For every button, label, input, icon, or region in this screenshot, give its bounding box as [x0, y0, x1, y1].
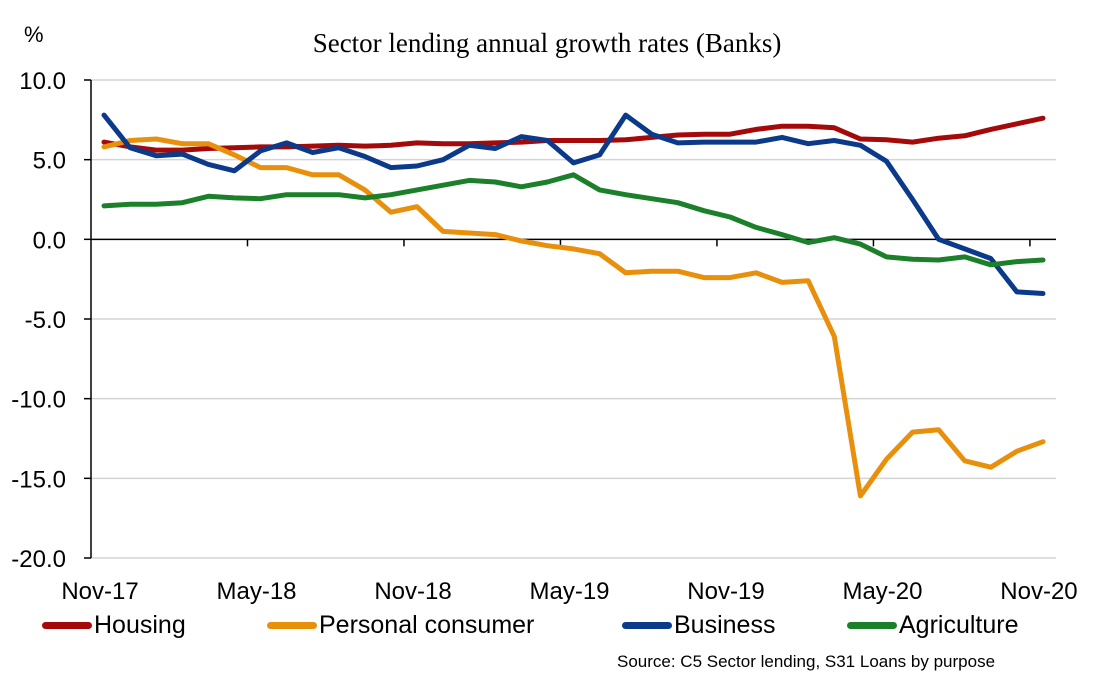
legend-label-agriculture: Agriculture [899, 611, 1019, 639]
legend-item-agriculture[interactable]: Agriculture [847, 608, 1019, 642]
legend: Housing Personal consumer Business Agric… [0, 608, 1102, 642]
chart-title: Sector lending annual growth rates (Bank… [313, 28, 782, 58]
legend-label-business: Business [674, 611, 776, 639]
gridlines [91, 79, 1056, 559]
x-tick-label: May-18 [217, 578, 297, 605]
y-axis: 10.0 5.0 0.0 -5.0 -10.0 -15.0 -20.0 [11, 68, 92, 573]
x-tick-label: May-20 [842, 578, 922, 605]
source-note: Source: C5 Sector lending, S31 Loans by … [617, 652, 996, 671]
series-line-business [101, 112, 1046, 296]
legend-label-personal-consumer: Personal consumer [319, 611, 535, 639]
y-tick-label: 0.0 [33, 227, 66, 254]
legend-swatch-personal-consumer [267, 621, 317, 629]
y-axis-unit-label: % [24, 22, 44, 47]
y-tick-label: -15.0 [11, 466, 66, 493]
legend-item-housing[interactable]: Housing [42, 608, 186, 642]
x-tick-label: Nov-17 [61, 578, 138, 605]
y-tick-label: -20.0 [11, 546, 66, 573]
legend-swatch-business [622, 621, 672, 629]
legend-swatch-housing [42, 621, 92, 629]
x-axis-labels: Nov-17 May-18 Nov-18 May-19 Nov-19 May-20 Nov-… [61, 578, 1077, 605]
legend-label-housing: Housing [94, 611, 186, 639]
y-tick-label: 10.0 [19, 68, 66, 95]
x-tick-label: May-19 [529, 578, 609, 605]
legend-item-business[interactable]: Business [622, 608, 775, 642]
y-tick-label: -5.0 [25, 307, 66, 334]
y-tick-label: 5.0 [33, 148, 66, 175]
series-line-housing [101, 115, 1046, 153]
x-tick-label: Nov-20 [1000, 578, 1077, 605]
x-axis [91, 238, 1056, 247]
x-tick-label: Nov-19 [687, 578, 764, 605]
series-lines [101, 112, 1046, 499]
series-line-agriculture [101, 172, 1046, 268]
series-line-personal-consumer [101, 136, 1046, 499]
y-tick-label: -10.0 [11, 387, 66, 414]
legend-swatch-agriculture [847, 621, 897, 629]
legend-item-personal-consumer[interactable]: Personal consumer [267, 608, 534, 642]
x-tick-label: Nov-18 [374, 578, 451, 605]
